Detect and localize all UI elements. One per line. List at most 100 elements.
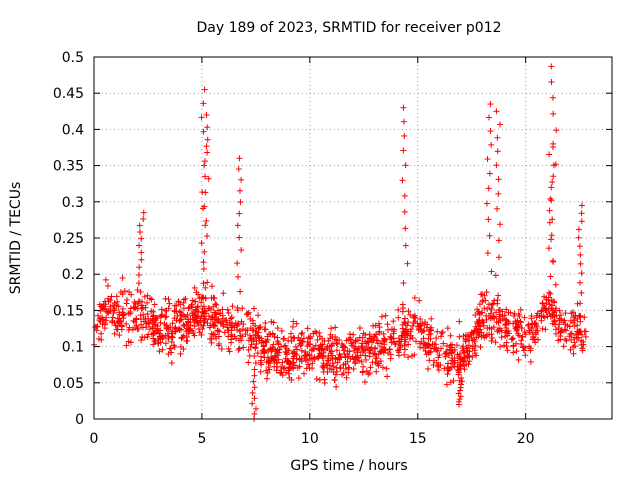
data-point (202, 295, 209, 302)
data-point (294, 346, 301, 353)
data-point (149, 316, 156, 323)
data-point (281, 364, 288, 371)
data-point (327, 350, 334, 357)
data-point (119, 291, 126, 298)
data-point (333, 340, 340, 347)
data-point (293, 355, 300, 362)
data-point (570, 350, 577, 357)
data-point (199, 308, 206, 315)
data-point (582, 328, 589, 335)
data-point (141, 293, 148, 300)
data-point (384, 373, 391, 380)
data-point (503, 328, 510, 335)
data-point (225, 309, 232, 316)
data-point (210, 331, 217, 338)
data-point (279, 359, 286, 366)
data-point (472, 342, 479, 349)
data-point (355, 345, 362, 352)
data-point (358, 344, 365, 351)
data-point (365, 371, 372, 378)
data-point (306, 352, 313, 359)
data-point (472, 312, 479, 319)
data-point (212, 300, 219, 307)
data-point (578, 218, 585, 225)
data-point (224, 306, 231, 313)
data-point (374, 340, 381, 347)
data-point (288, 330, 295, 337)
data-point (571, 339, 578, 346)
data-point (117, 318, 124, 325)
data-point (186, 327, 193, 334)
data-point (336, 356, 343, 363)
data-point (274, 334, 281, 341)
data-point (546, 207, 553, 214)
data-point (113, 326, 120, 333)
data-point (345, 369, 352, 376)
data-point (339, 371, 346, 378)
data-point (491, 297, 498, 304)
data-point (234, 260, 241, 267)
data-point (510, 349, 517, 356)
data-point (525, 322, 532, 329)
data-point (379, 364, 386, 371)
data-point (566, 323, 573, 330)
data-point (198, 299, 205, 306)
data-point (229, 320, 236, 327)
data-point (200, 318, 207, 325)
data-point (298, 347, 305, 354)
data-point (517, 306, 524, 313)
data-point (234, 304, 241, 311)
data-point (154, 314, 161, 321)
data-point (548, 63, 555, 70)
data-point (343, 374, 350, 381)
data-point (118, 322, 125, 329)
data-point (401, 336, 408, 343)
data-point (250, 320, 257, 327)
data-point (200, 128, 207, 135)
data-point (199, 294, 206, 301)
data-point (533, 312, 540, 319)
data-point (427, 345, 434, 352)
data-point (198, 114, 205, 121)
data-point (189, 310, 196, 317)
data-point (359, 369, 366, 376)
data-point (464, 352, 471, 359)
data-point (371, 333, 378, 340)
data-point (304, 325, 311, 332)
data-point (352, 360, 359, 367)
data-point (510, 335, 517, 342)
data-point (461, 366, 468, 373)
data-point (480, 322, 487, 329)
data-point (93, 327, 100, 334)
data-point (310, 330, 317, 337)
data-point (411, 351, 418, 358)
data-point (385, 326, 392, 333)
data-point (390, 318, 397, 325)
data-point (208, 336, 215, 343)
data-point (375, 362, 382, 369)
data-point (300, 335, 307, 342)
data-point (455, 371, 462, 378)
data-point (500, 342, 507, 349)
data-point (456, 333, 463, 340)
data-point (271, 363, 278, 370)
data-point (444, 371, 451, 378)
data-point (211, 323, 218, 330)
data-point (365, 339, 372, 346)
data-point (92, 323, 99, 330)
data-point (194, 313, 201, 320)
data-point (580, 338, 587, 345)
data-point (287, 364, 294, 371)
data-point (255, 334, 262, 341)
data-point (171, 344, 178, 351)
data-point (516, 312, 523, 319)
data-point (548, 184, 555, 191)
data-point (451, 346, 458, 353)
data-point (144, 299, 151, 306)
data-point (549, 216, 556, 223)
data-point (548, 305, 555, 312)
data-point (262, 319, 269, 326)
data-point (460, 349, 467, 356)
data-point (456, 318, 463, 325)
data-point (205, 175, 212, 182)
